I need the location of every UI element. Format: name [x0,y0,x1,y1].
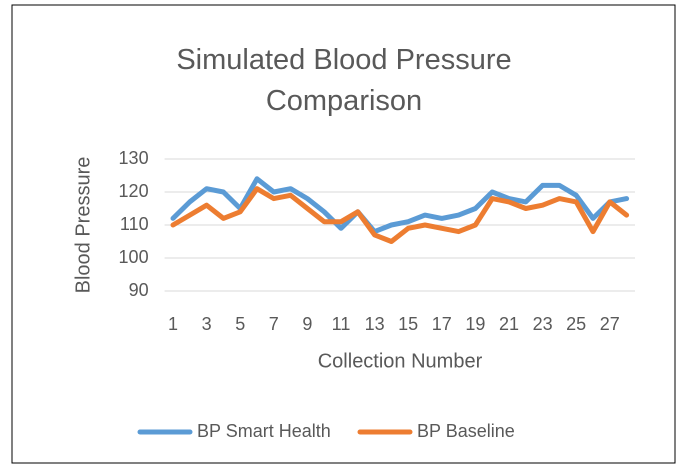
x-tick-label: 3 [202,314,212,334]
x-tick-label: 7 [269,314,279,334]
y-tick-label: 110 [120,214,149,234]
legend-label: BP Smart Health [197,421,331,441]
x-tick-label: 5 [235,314,245,334]
chart-title: Simulated Blood Pressure Comparison [176,44,512,117]
x-tick-label: 19 [465,314,485,334]
x-tick-label: 13 [365,314,385,334]
x-axis-label: Collection Number [318,350,483,372]
y-axis-label: Blood Pressure [72,157,94,294]
x-tick-label: 1 [168,314,178,334]
x-tick-label: 11 [332,314,351,334]
series-line [170,186,630,244]
x-tick-label: 25 [566,314,586,334]
x-tick-label: 23 [533,314,553,334]
x-tick-label: 15 [398,314,418,334]
y-tick-label: 130 [119,148,149,168]
y-tick-label: 100 [119,247,149,267]
chart-border [11,4,676,464]
y-tick-label: 90 [129,280,149,300]
y-tick-label: 120 [119,181,149,201]
x-tick-label: 27 [600,314,620,334]
x-tick-label: 21 [499,314,519,334]
x-tick-label: 17 [432,314,452,334]
legend-label: BP Baseline [417,421,515,441]
x-tick-label: 9 [302,314,312,334]
series-line [170,176,630,235]
